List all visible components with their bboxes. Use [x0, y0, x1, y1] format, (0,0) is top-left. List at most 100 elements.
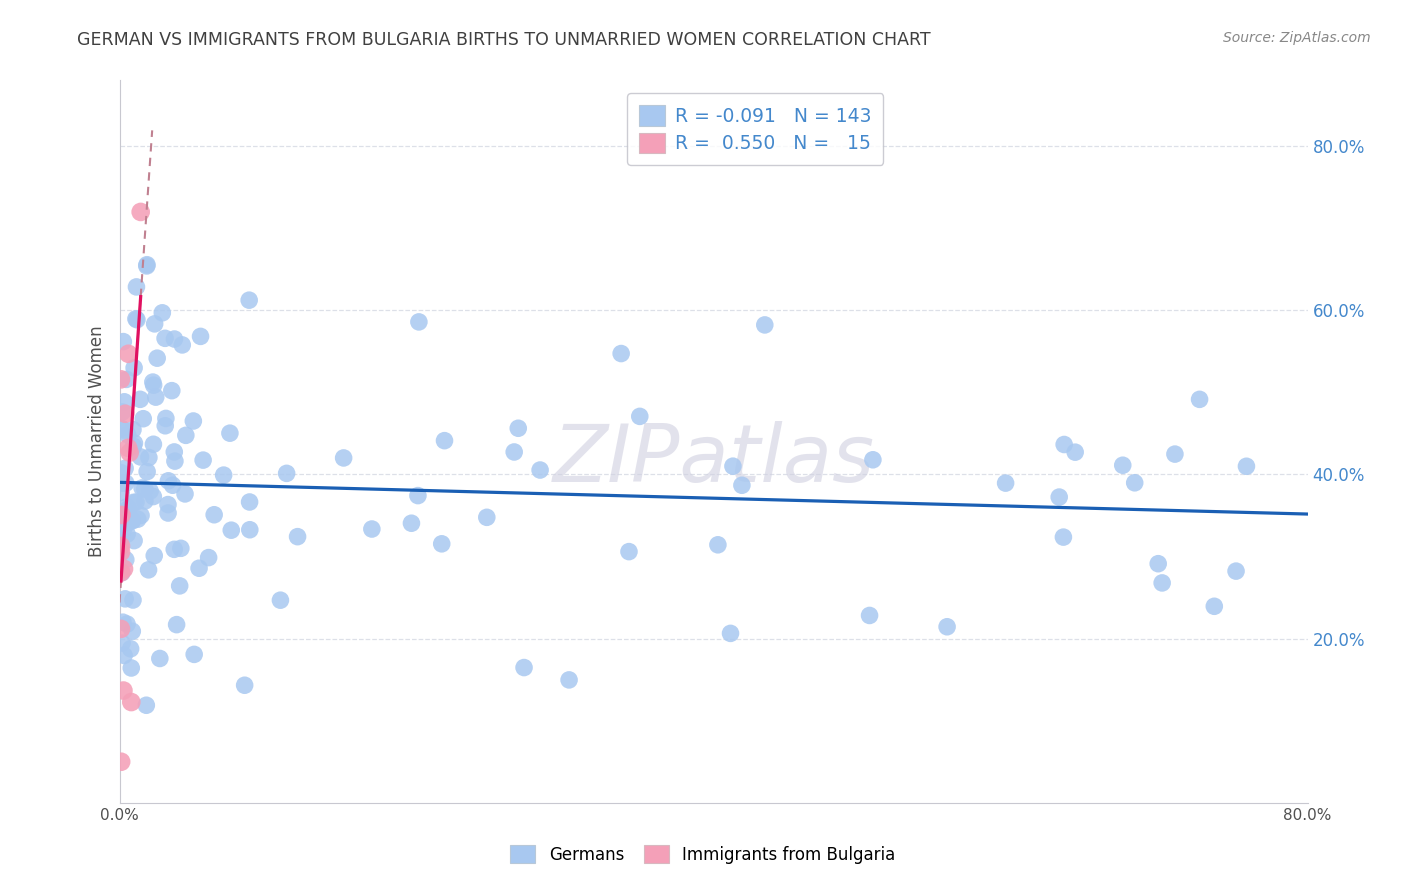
Point	[610, 346, 633, 360]
Point	[163, 542, 186, 557]
Point	[110, 421, 132, 435]
Point	[170, 541, 193, 556]
Point	[1152, 575, 1174, 590]
Point	[112, 522, 135, 536]
Point	[406, 489, 429, 503]
Point	[143, 549, 166, 563]
Point	[111, 615, 134, 630]
Point	[430, 537, 453, 551]
Point	[136, 258, 159, 272]
Point	[115, 527, 138, 541]
Point	[115, 617, 138, 632]
Point	[125, 312, 148, 326]
Point	[134, 482, 156, 496]
Point	[707, 538, 730, 552]
Point	[112, 394, 135, 409]
Point	[233, 678, 256, 692]
Point	[401, 516, 423, 531]
Point	[118, 445, 141, 459]
Point	[111, 566, 134, 580]
Point	[131, 481, 153, 495]
Point	[163, 445, 186, 459]
Point	[127, 512, 149, 526]
Point	[475, 510, 498, 524]
Point	[110, 508, 132, 522]
Point	[110, 509, 132, 524]
Point	[115, 500, 138, 514]
Point	[212, 468, 235, 483]
Point	[169, 579, 191, 593]
Point	[117, 347, 139, 361]
Point	[124, 436, 146, 450]
Point	[111, 405, 134, 419]
Point	[122, 423, 145, 437]
Point	[1188, 392, 1211, 407]
Point	[188, 561, 211, 575]
Point	[1225, 564, 1247, 578]
Point	[162, 478, 184, 492]
Point	[117, 501, 139, 516]
Point	[183, 648, 205, 662]
Point	[110, 539, 132, 553]
Point	[754, 318, 776, 332]
Point	[197, 550, 219, 565]
Point	[142, 490, 165, 504]
Point	[558, 673, 581, 687]
Point	[117, 503, 139, 517]
Point	[125, 280, 148, 294]
Point	[858, 608, 880, 623]
Point	[114, 591, 136, 606]
Point	[122, 439, 145, 453]
Point	[112, 423, 135, 437]
Point	[1047, 490, 1070, 504]
Point	[132, 411, 155, 425]
Point	[129, 392, 152, 407]
Point	[731, 478, 754, 492]
Point	[146, 351, 169, 366]
Point	[269, 593, 291, 607]
Text: GERMAN VS IMMIGRANTS FROM BULGARIA BIRTHS TO UNMARRIED WOMEN CORRELATION CHART: GERMAN VS IMMIGRANTS FROM BULGARIA BIRTH…	[77, 31, 931, 49]
Point	[138, 563, 160, 577]
Point	[110, 516, 132, 531]
Point	[117, 441, 139, 455]
Point	[142, 378, 165, 392]
Point	[287, 530, 309, 544]
Point	[174, 428, 197, 442]
Point	[155, 411, 177, 425]
Point	[1204, 599, 1226, 614]
Point	[936, 620, 959, 634]
Point	[122, 593, 145, 607]
Point	[111, 505, 134, 519]
Point	[125, 495, 148, 509]
Point	[129, 508, 152, 523]
Point	[276, 467, 298, 481]
Point	[1112, 458, 1135, 473]
Point	[1052, 530, 1074, 544]
Point	[174, 487, 197, 501]
Point	[332, 450, 354, 465]
Point	[219, 523, 242, 537]
Point	[360, 522, 382, 536]
Point	[120, 661, 142, 675]
Point	[117, 516, 139, 530]
Point	[994, 476, 1017, 491]
Point	[862, 452, 884, 467]
Point	[202, 508, 225, 522]
Point	[142, 437, 165, 451]
Point	[110, 466, 132, 480]
Point	[112, 683, 135, 698]
Point	[111, 636, 134, 650]
Point	[720, 626, 742, 640]
Point	[110, 545, 132, 559]
Point	[150, 306, 173, 320]
Point	[114, 461, 136, 475]
Point	[145, 390, 167, 404]
Text: ZIPatlas: ZIPatlas	[553, 421, 875, 499]
Point	[110, 485, 132, 500]
Point	[114, 552, 136, 566]
Point	[155, 418, 177, 433]
Point	[1164, 447, 1187, 461]
Point	[156, 498, 179, 512]
Point	[121, 514, 143, 528]
Point	[112, 562, 135, 576]
